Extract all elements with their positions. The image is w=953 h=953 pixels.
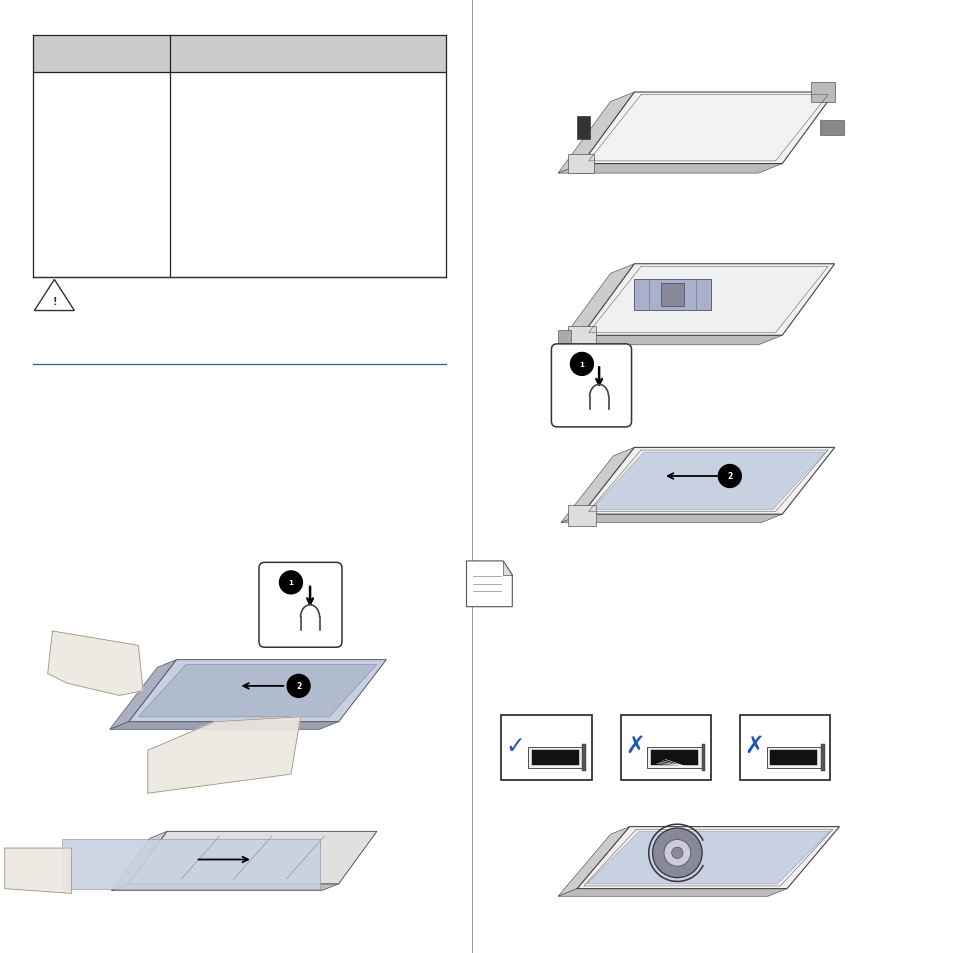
Bar [577, 117, 589, 140]
Polygon shape [48, 632, 143, 696]
Polygon shape [110, 722, 338, 730]
Text: !: ! [52, 296, 56, 306]
Bar [700, 744, 704, 771]
Polygon shape [129, 831, 376, 884]
Bar [531, 750, 578, 765]
Bar [619, 716, 710, 781]
Bar [567, 155, 594, 174]
Bar [581, 744, 585, 771]
Polygon shape [558, 164, 781, 174]
Circle shape [570, 354, 593, 376]
Polygon shape [148, 717, 300, 793]
Bar [765, 747, 820, 768]
Polygon shape [586, 831, 829, 884]
Polygon shape [62, 840, 319, 889]
Polygon shape [586, 831, 829, 884]
Polygon shape [466, 561, 512, 607]
Bar [500, 716, 591, 781]
Polygon shape [5, 848, 71, 894]
Text: 1: 1 [288, 579, 294, 586]
Polygon shape [591, 453, 824, 510]
Polygon shape [110, 659, 176, 730]
Circle shape [663, 840, 690, 866]
Polygon shape [112, 884, 338, 891]
Text: 1: 1 [578, 361, 584, 368]
Polygon shape [558, 93, 634, 174]
Text: ✓: ✓ [505, 733, 525, 757]
Circle shape [652, 828, 701, 878]
Bar [810, 84, 834, 103]
FancyBboxPatch shape [551, 345, 631, 427]
Polygon shape [581, 264, 834, 335]
Bar [660, 284, 683, 307]
Polygon shape [558, 826, 629, 896]
Circle shape [718, 465, 740, 488]
Polygon shape [558, 888, 786, 896]
Polygon shape [112, 831, 167, 891]
Bar [527, 747, 581, 768]
Bar [567, 326, 596, 348]
Text: 2: 2 [726, 472, 732, 481]
Bar [567, 505, 596, 526]
Bar [820, 744, 823, 771]
Polygon shape [129, 659, 386, 722]
Text: ✗: ✗ [624, 733, 644, 757]
Polygon shape [591, 453, 824, 510]
Polygon shape [558, 264, 634, 346]
Bar [33, 36, 446, 72]
Bar [650, 750, 697, 765]
Circle shape [287, 675, 310, 698]
Polygon shape [558, 335, 781, 346]
Circle shape [671, 847, 682, 859]
Polygon shape [560, 448, 634, 523]
Polygon shape [577, 826, 839, 888]
FancyBboxPatch shape [258, 562, 342, 648]
Polygon shape [581, 448, 834, 515]
Bar [558, 331, 571, 344]
Bar [646, 747, 700, 768]
Circle shape [279, 572, 302, 595]
Bar [770, 750, 816, 765]
Text: ✗: ✗ [743, 733, 763, 757]
Polygon shape [138, 665, 376, 717]
Bar [740, 716, 829, 781]
Polygon shape [581, 93, 834, 164]
Bar [820, 121, 843, 136]
Polygon shape [560, 515, 781, 523]
Text: 2: 2 [295, 681, 301, 691]
Polygon shape [502, 561, 512, 575]
Bar [634, 280, 710, 311]
